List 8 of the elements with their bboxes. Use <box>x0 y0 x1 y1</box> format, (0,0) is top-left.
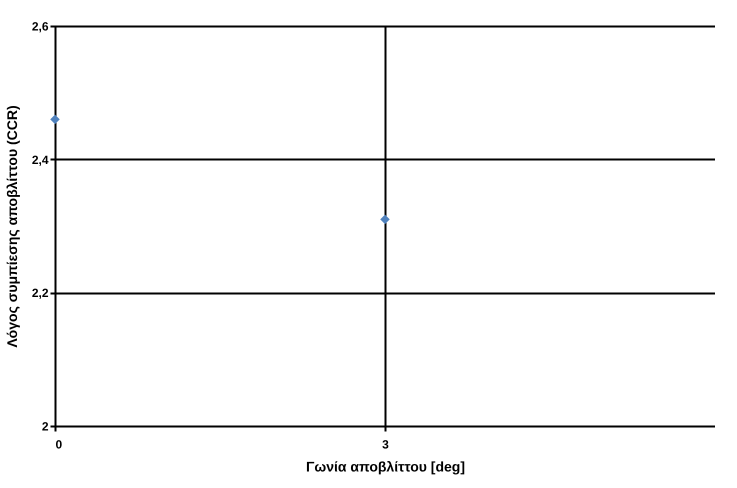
y-tick-label: 2,4 <box>32 152 49 167</box>
y-tick-label: 2,2 <box>32 286 49 300</box>
x-tick-label: 3 <box>382 438 390 452</box>
y-tick-label: 2,6 <box>32 20 49 34</box>
y-axis-title: Λόγος συμπίεσης αποβλίττου (CCR) <box>4 105 20 348</box>
x-axis-title: Γωνία αποβλίττου [deg] <box>306 458 466 474</box>
y-tick-label: 2 <box>42 420 49 434</box>
x-tick-label: 0 <box>56 438 62 452</box>
